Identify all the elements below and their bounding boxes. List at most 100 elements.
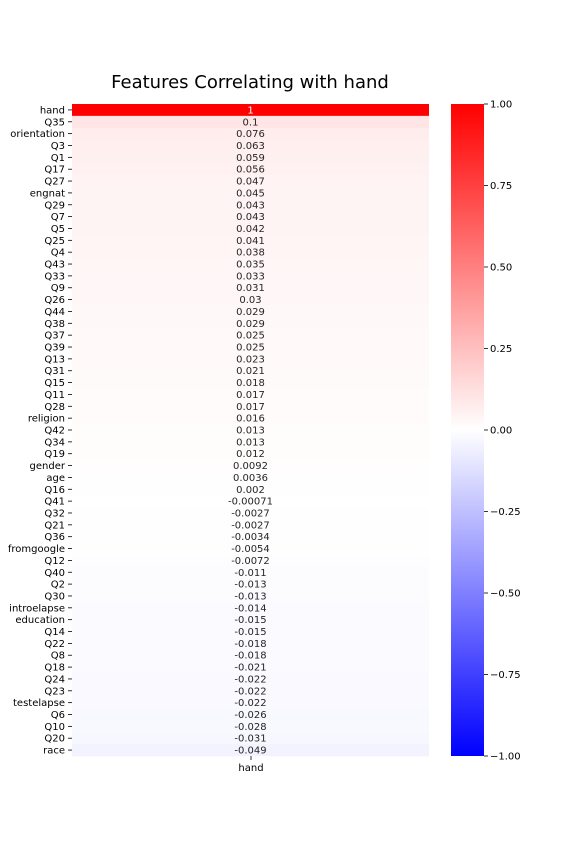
heatmap-cell <box>72 376 429 389</box>
heatmap-cell <box>72 341 429 354</box>
y-tick-label: Q19 <box>44 449 65 460</box>
x-axis: hand <box>238 756 264 774</box>
chart-title: Features Correlating with hand <box>111 72 389 93</box>
cell-annotation: -0.013 <box>234 580 266 591</box>
y-tick-label: Q25 <box>44 236 65 247</box>
y-tick-label: education <box>15 615 65 626</box>
y-tick-label: Q28 <box>44 402 65 413</box>
y-tick-label: hand <box>40 105 65 116</box>
y-tick-label: Q38 <box>44 319 65 330</box>
heatmap-cell <box>72 649 429 662</box>
y-tick-label: Q7 <box>51 212 65 223</box>
y-tick-label: Q44 <box>44 307 65 318</box>
y-tick-label: Q36 <box>44 532 65 543</box>
y-tick-label: testelapse <box>13 698 65 709</box>
y-tick-label: Q39 <box>44 343 65 354</box>
heatmap-cell <box>72 234 429 247</box>
heatmap-cell <box>72 104 429 117</box>
row-labels: handQ35orientationQ3Q1Q17Q27engnatQ29Q7Q… <box>8 105 72 757</box>
cell-annotation: 0.045 <box>236 188 265 199</box>
cell-annotation: -0.0034 <box>231 532 270 543</box>
heatmap-cell <box>72 222 429 235</box>
cell-annotation: 0.063 <box>236 141 265 152</box>
heatmap-cell <box>72 447 429 460</box>
y-tick-label: fromgoogle <box>8 544 65 555</box>
cell-annotation: -0.026 <box>234 710 266 721</box>
y-tick-label: Q2 <box>51 580 65 591</box>
heatmap-cell <box>72 744 429 757</box>
cell-annotation: -0.018 <box>234 639 266 650</box>
y-tick-label: Q32 <box>44 508 65 519</box>
cell-annotation: -0.014 <box>234 603 266 614</box>
cell-annotation: 0.017 <box>236 390 265 401</box>
y-tick-label: Q43 <box>44 260 65 271</box>
heatmap-cell <box>72 554 429 567</box>
heatmap-cell <box>72 269 429 283</box>
cell-annotation: -0.049 <box>234 746 266 757</box>
heatmap-cell <box>72 435 429 449</box>
heatmap-cell <box>72 210 429 223</box>
heatmap-cell <box>72 151 429 164</box>
heatmap-cell <box>72 601 429 615</box>
heatmap-cell <box>72 329 429 342</box>
heatmap-cell <box>72 696 429 709</box>
y-tick-label: engnat <box>30 188 65 199</box>
heatmap-cell <box>72 388 429 401</box>
y-tick-label: Q20 <box>44 734 65 745</box>
cell-annotation: 0.025 <box>236 331 265 342</box>
y-tick-label: Q41 <box>44 497 65 508</box>
heatmap-cell <box>72 507 429 520</box>
heatmap-cell <box>72 281 429 294</box>
x-tick-label: hand <box>238 763 263 774</box>
heatmap-cell <box>72 578 429 591</box>
cell-annotation: -0.018 <box>234 651 266 662</box>
heatmap-cell <box>72 400 429 413</box>
colorbar-tick-label: 0.50 <box>490 263 512 274</box>
colorbar-gradient <box>451 104 484 756</box>
heatmap-cell <box>72 364 429 377</box>
y-tick-label: Q9 <box>51 283 65 294</box>
heatmap-cell <box>72 483 429 496</box>
cell-annotation: 0.0036 <box>233 473 268 484</box>
cell-annotation: -0.022 <box>234 686 266 697</box>
cell-annotation: 0.013 <box>236 426 265 437</box>
y-tick-label: Q15 <box>44 378 65 389</box>
y-tick-label: Q27 <box>44 177 65 188</box>
heatmap-cell <box>72 471 429 484</box>
heatmap-cell <box>72 613 429 626</box>
cell-annotation: -0.0072 <box>231 556 270 567</box>
cell-annotation: 0.025 <box>236 343 265 354</box>
y-tick-label: race <box>43 746 65 757</box>
colorbar-tick-label: −0.25 <box>490 507 521 518</box>
cell-annotation: 0.023 <box>236 354 265 365</box>
cell-annotation: 0.038 <box>236 248 265 259</box>
cell-annotation: 0.042 <box>236 224 265 235</box>
y-tick-label: Q35 <box>44 117 65 128</box>
cell-annotation: 0.016 <box>236 414 265 425</box>
cell-annotation: 0.041 <box>236 236 265 247</box>
y-tick-label: Q21 <box>44 520 65 531</box>
colorbar: −1.00 −0.75 −0.50 −0.25 0.00 0.25 0.50 0.75 1.00 <box>451 100 521 763</box>
y-tick-label: Q1 <box>51 153 65 164</box>
heatmap-cell <box>72 175 429 188</box>
colorbar-ticks: −1.00 −0.75 −0.50 −0.25 0.00 0.25 0.50 0.75 1.00 <box>484 100 521 763</box>
y-tick-label: Q12 <box>44 556 65 567</box>
colorbar-tick-label: −0.50 <box>490 589 521 600</box>
cell-annotation: -0.021 <box>234 663 266 674</box>
heatmap-cell <box>72 530 429 543</box>
cell-annotation: -0.00071 <box>228 497 273 508</box>
cell-annotation: 0.043 <box>236 212 265 223</box>
cell-annotation: 0.018 <box>236 378 265 389</box>
y-tick-label: Q10 <box>44 722 65 733</box>
cell-annotation: 0.076 <box>236 129 265 140</box>
y-tick-label: Q14 <box>44 627 65 638</box>
cell-annotation: -0.0027 <box>231 520 270 531</box>
heatmap-cell <box>72 246 429 259</box>
heatmap-cell <box>72 661 429 674</box>
heatmap-cell <box>72 317 429 330</box>
cell-annotation: 0.029 <box>236 319 265 330</box>
cell-annotation: 0.059 <box>236 153 265 164</box>
cell-annotation: 0.1 <box>243 117 259 128</box>
y-tick-label: Q16 <box>44 485 65 496</box>
